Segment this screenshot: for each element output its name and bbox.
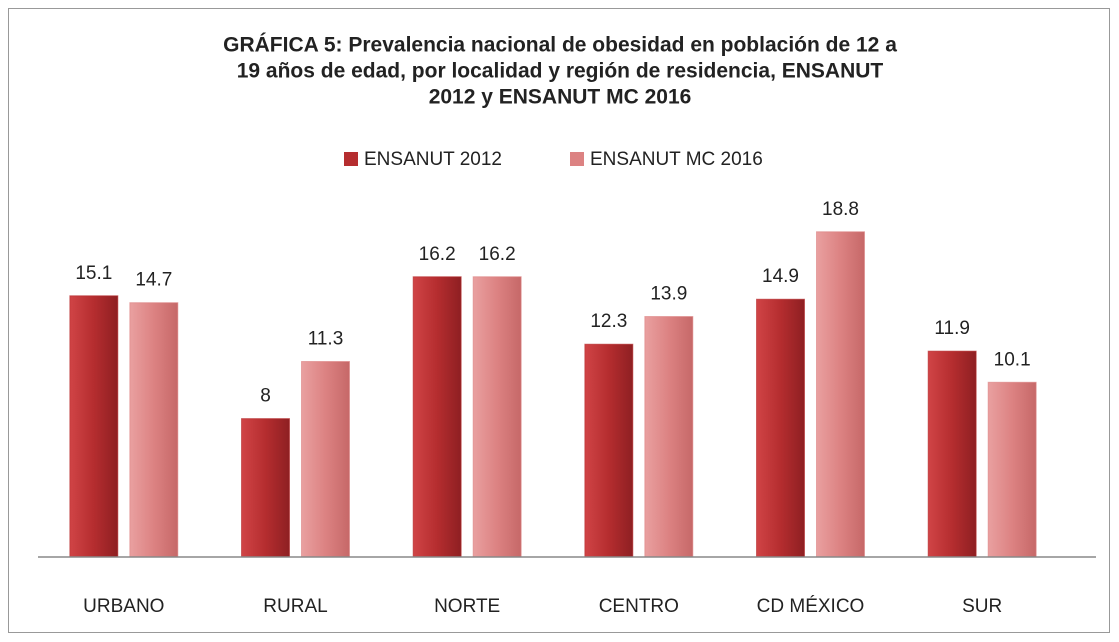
x-tick-label: URBANO bbox=[83, 596, 164, 617]
bar bbox=[756, 298, 805, 558]
chart-frame bbox=[8, 8, 1110, 633]
bar bbox=[241, 418, 290, 558]
legend-swatch bbox=[344, 152, 358, 166]
data-label: 8 bbox=[260, 386, 271, 407]
bar bbox=[816, 231, 865, 558]
bar bbox=[472, 276, 522, 558]
x-tick-label: CD MÉXICO bbox=[757, 596, 865, 617]
x-tick-label: SUR bbox=[962, 596, 1002, 617]
data-label: 16.2 bbox=[419, 244, 456, 265]
legend-swatch bbox=[570, 152, 584, 166]
data-label: 11.3 bbox=[308, 329, 344, 350]
bar bbox=[987, 381, 1037, 558]
chart-title: GRÁFICA 5: Prevalencia nacional de obesi… bbox=[223, 34, 897, 57]
data-label: 10.1 bbox=[994, 349, 1031, 370]
legend-label: ENSANUT 2012 bbox=[364, 149, 502, 170]
bar bbox=[301, 361, 350, 558]
data-label: 15.1 bbox=[75, 263, 112, 284]
x-tick-label: CENTRO bbox=[599, 596, 679, 617]
data-label: 14.7 bbox=[135, 270, 172, 291]
data-label: 16.2 bbox=[479, 244, 516, 265]
bar bbox=[412, 276, 462, 558]
bar bbox=[69, 295, 119, 558]
legend-label: ENSANUT MC 2016 bbox=[590, 149, 763, 170]
bar bbox=[129, 302, 179, 558]
data-label: 14.9 bbox=[762, 266, 799, 287]
x-tick-label: NORTE bbox=[434, 596, 500, 617]
data-label: 18.8 bbox=[822, 199, 859, 220]
x-tick-label: RURAL bbox=[263, 596, 327, 617]
data-label: 12.3 bbox=[590, 311, 627, 332]
data-label: 13.9 bbox=[650, 284, 687, 305]
bar bbox=[644, 316, 694, 558]
chart-title: 2012 y ENSANUT MC 2016 bbox=[429, 86, 692, 109]
bar bbox=[584, 343, 634, 558]
data-label: 11.9 bbox=[934, 318, 970, 339]
chart-title: 19 años de edad, por localidad y región … bbox=[237, 60, 884, 83]
bar bbox=[927, 350, 977, 558]
